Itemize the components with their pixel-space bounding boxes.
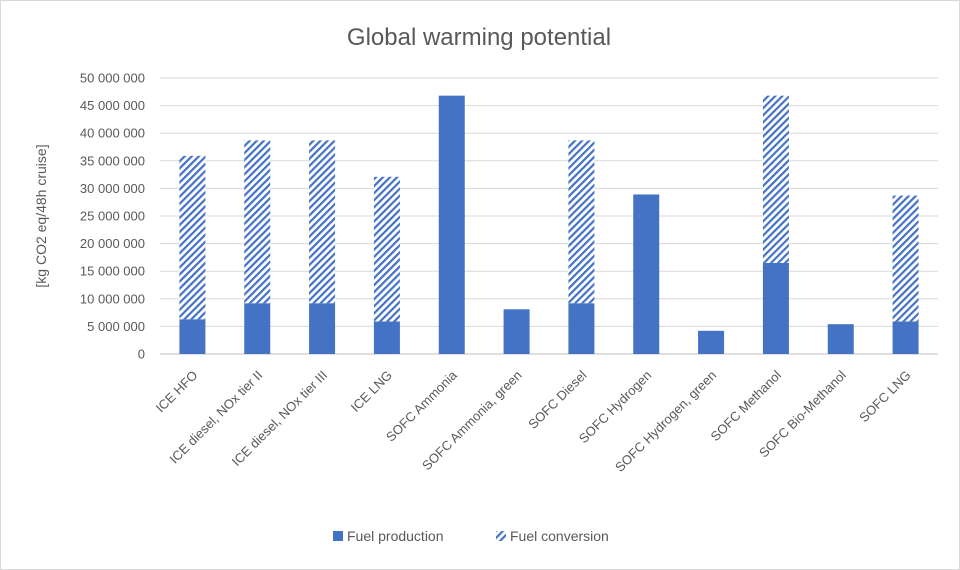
bar-fuel-production — [698, 330, 725, 354]
x-tick-label: ICE LNG — [348, 368, 395, 415]
bar-fuel-conversion — [762, 95, 789, 263]
bar-fuel-production — [309, 303, 336, 354]
bar-fuel-conversion — [244, 140, 271, 304]
legend-swatch — [333, 531, 343, 541]
bar-fuel-production — [373, 321, 400, 354]
chart-title: Global warming potential — [347, 24, 611, 51]
bar-fuel-conversion — [179, 155, 206, 320]
y-axis-label: [kg CO2 eq/48h cruise] — [33, 144, 49, 287]
y-tick-label: 30 000 000 — [80, 181, 145, 196]
x-tick-label: SOFC LNG — [856, 368, 914, 426]
y-tick-label: 25 000 000 — [80, 209, 145, 224]
bars — [179, 95, 919, 354]
bar-fuel-conversion — [309, 140, 336, 304]
y-tick-label: 35 000 000 — [80, 153, 145, 168]
bar-fuel-production — [503, 309, 530, 354]
x-tick-label: SOFC Diesel — [525, 367, 589, 431]
y-tick-label: 15 000 000 — [80, 264, 145, 279]
bar-fuel-production — [762, 262, 789, 354]
y-tick-label: 10 000 000 — [80, 291, 145, 306]
bar-fuel-production — [827, 324, 854, 354]
legend-swatch — [496, 531, 506, 541]
y-tick-label: 40 000 000 — [80, 126, 145, 141]
y-tick-label: 5 000 000 — [87, 319, 145, 334]
bar-fuel-conversion — [892, 195, 919, 322]
y-axis-ticks: 0 5 000 000 10 000 000 15 000 000 20 000 000… — [80, 71, 145, 362]
y-tick-label: 0 — [138, 347, 145, 362]
y-tick-label: 20 000 000 — [80, 236, 145, 251]
bar-fuel-conversion — [568, 140, 595, 304]
bar-fuel-production — [568, 303, 595, 354]
legend-label: Fuel conversion — [510, 528, 609, 544]
bar-fuel-production — [244, 303, 271, 354]
bar-fuel-production — [179, 319, 206, 354]
y-tick-label: 45 000 000 — [80, 98, 145, 113]
y-tick-label: 50 000 000 — [80, 71, 145, 86]
legend: Fuel production Fuel conversion — [333, 528, 609, 544]
bar-fuel-conversion — [373, 176, 400, 322]
x-tick-label: ICE HFO — [153, 368, 201, 416]
bar-fuel-production — [438, 95, 465, 354]
bar-fuel-production — [892, 321, 919, 354]
legend-label: Fuel production — [347, 528, 444, 544]
gridlines — [160, 77, 938, 355]
bar-fuel-production — [633, 194, 660, 354]
